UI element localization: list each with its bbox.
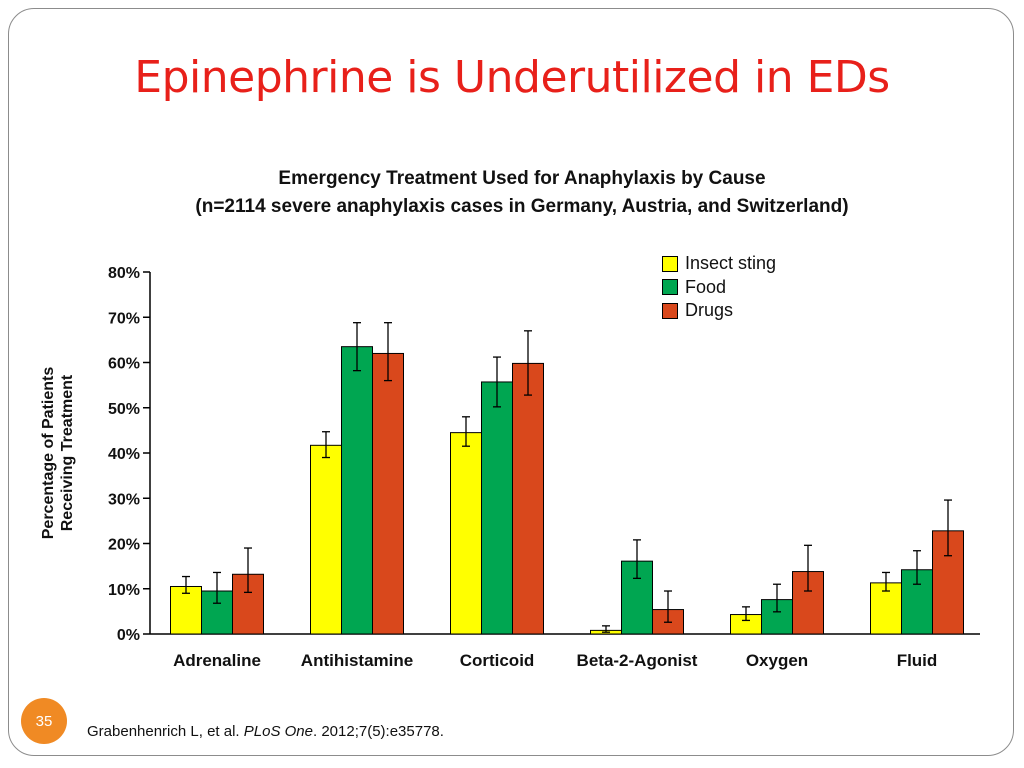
legend-label-drugs: Drugs [685,300,734,321]
citation-journal: PLoS One [243,723,313,740]
x-tick-label-corticoid: Corticoid [460,651,535,670]
chart-legend: Insect sting Food Drugs [662,252,776,323]
bar-adrenaline-insect-sting [170,585,202,635]
y-axis-label: Percentage of Patients Receiving Treatmen… [40,367,76,540]
citation-authors: Grabenhenrich L, et al. [87,723,240,740]
bar-corticoid-food [481,381,513,635]
y-axis-label-line-1: Percentage of Patients [40,367,57,540]
chart-title: Emergency Treatment Used for Anaphylaxis… [278,168,766,189]
legend-item-food: Food [662,276,776,300]
y-tick-label-10: 10% [108,582,140,599]
bar-antihistamine-drugs [372,352,404,635]
legend-label-insect-sting: Insect sting [685,253,777,274]
y-tick-label-60: 60% [108,356,140,373]
y-tick-label-30: 30% [108,491,140,508]
legend-item-insect-sting: Insect sting [662,252,776,276]
legend-label-food: Food [685,276,727,297]
legend-swatch-food [662,279,678,296]
bar-corticoid-insect-sting [450,432,482,635]
x-tick-label-fluid: Fluid [897,651,938,670]
y-tick-label-20: 20% [108,537,140,554]
citation-details: . 2012;7(5):e35778. [312,723,444,740]
y-tick-label-40: 40% [108,446,140,463]
x-tick-label-antihistamine: Antihistamine [301,651,413,670]
y-tick-label-70: 70% [108,310,140,327]
bar-antihistamine-food [341,346,373,635]
legend-swatch-drugs [662,302,678,319]
bar-corticoid-drugs [512,362,544,635]
y-tick-label-0: 0% [117,627,140,644]
page-number-badge: 35 [21,698,67,744]
page-number: 35 [35,712,53,730]
y-axis-label-line-2: Receiving Treatment [59,374,76,531]
legend-item-drugs: Drugs [662,299,776,323]
citation: Grabenhenrich L, et al. PLoS One. 2012;7… [87,723,444,740]
y-tick-label-50: 50% [108,401,140,418]
slide-title: Epinephrine is Underutilized in EDs [134,52,890,103]
chart-subtitle: (n=2114 severe anaphylaxis cases in Germ… [195,196,849,217]
x-tick-label-beta-2-agonist: Beta-2-Agonist [577,651,698,670]
x-tick-label-oxygen: Oxygen [746,651,808,670]
legend-swatch-insect-sting [662,255,678,272]
x-tick-label-adrenaline: Adrenaline [173,651,261,670]
y-tick-label-80: 80% [108,265,140,282]
bar-antihistamine-insect-sting [310,444,342,635]
